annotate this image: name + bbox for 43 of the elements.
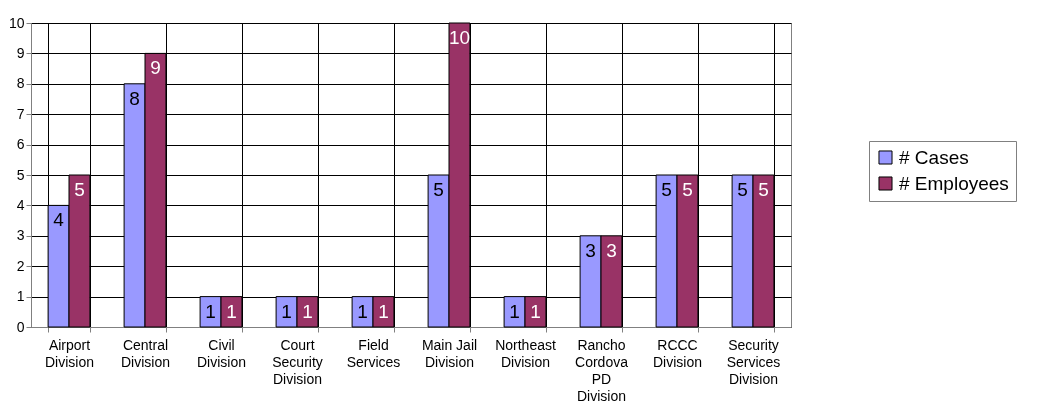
y-tick-label: 2 [16, 257, 25, 274]
x-tick-label: Field Services [346, 336, 401, 370]
data-label: 5 [74, 179, 85, 200]
y-tick-label: 10 [8, 14, 25, 31]
x-tick-label: Main Jail Division [421, 336, 478, 370]
data-label: 4 [53, 209, 65, 231]
y-tick-label: 0 [16, 318, 25, 335]
x-tick-label: Civil Division [196, 336, 247, 370]
data-label: 9 [150, 57, 161, 79]
x-tick-label: Airport Division [44, 336, 95, 370]
data-label: 5 [758, 179, 769, 200]
data-label: 3 [606, 239, 617, 261]
y-tick-label: 5 [16, 166, 25, 183]
y-tick-label: 3 [16, 227, 25, 244]
data-label: 5 [682, 179, 693, 200]
data-label: 5 [661, 179, 672, 200]
data-label: 1 [509, 300, 520, 322]
x-tick-label: Central Division [120, 336, 171, 370]
data-label: 1 [226, 300, 237, 322]
y-tick-label: 8 [16, 75, 25, 92]
y-tick-label: 9 [16, 44, 25, 61]
legend-label: # Employees [899, 172, 1009, 194]
data-label: 1 [357, 300, 368, 322]
data-label: 1 [281, 300, 292, 322]
data-label: 5 [737, 179, 748, 200]
x-tick-label: Court Security Division [272, 336, 323, 387]
data-label: 1 [378, 300, 389, 322]
data-label: 1 [205, 300, 216, 322]
data-label: 1 [530, 300, 541, 322]
data-label: 5 [433, 179, 444, 200]
y-tick-label: 6 [16, 136, 25, 153]
y-tick-label: 7 [16, 105, 25, 122]
data-label: 3 [585, 239, 596, 261]
x-tick-label: RCCC Division [652, 336, 703, 370]
x-tick-label: Security Services Division [726, 336, 781, 387]
y-tick-label: 4 [16, 196, 25, 213]
data-label: 10 [448, 27, 471, 48]
data-label: 1 [302, 300, 313, 322]
y-tick-label: 1 [16, 288, 25, 305]
legend-label: # Cases [899, 146, 969, 168]
data-label: 8 [129, 87, 140, 109]
x-tick-label: Rancho Cordova PD Division [575, 336, 629, 404]
x-tick-label: Northeast Division [495, 336, 556, 370]
